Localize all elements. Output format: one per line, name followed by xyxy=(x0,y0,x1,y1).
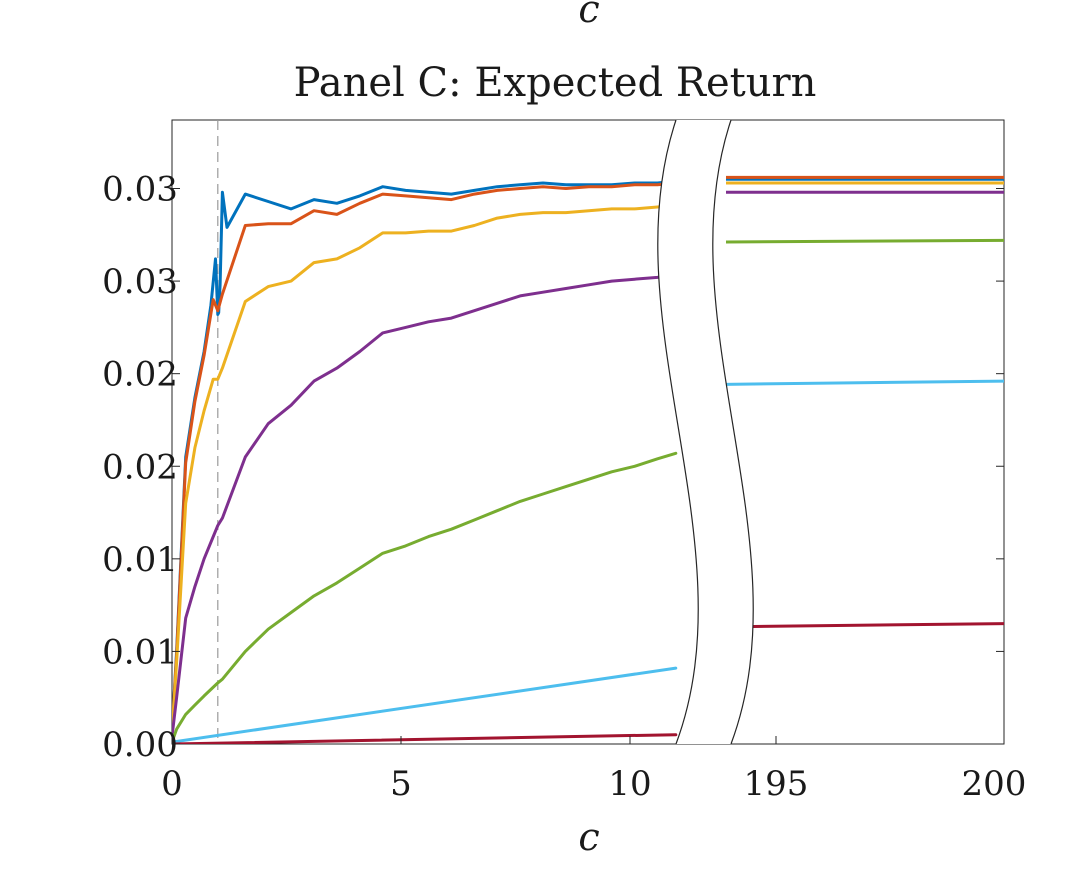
series-4-line-left xyxy=(172,272,678,739)
axis-break-edge-right xyxy=(712,119,754,745)
y-tick-label: 0.03 xyxy=(102,262,178,302)
x-tick-label-right-segment: 195 xyxy=(744,764,809,804)
x-tick-label: 0 xyxy=(161,764,183,804)
y-tick-label: 0.02 xyxy=(102,355,178,395)
series-7-line-left xyxy=(172,733,678,744)
series-2-line-left xyxy=(172,181,678,735)
series-6-line-right xyxy=(726,379,1004,386)
series-1-line-left xyxy=(172,179,678,735)
y-tick-label: 0.00 xyxy=(102,725,178,765)
chart-title: Panel C: Expected Return xyxy=(294,60,817,106)
x-tick-label-right-segment: 200 xyxy=(962,764,1027,804)
x-tick-label: 10 xyxy=(608,764,651,804)
y-tick-label: 0.01 xyxy=(102,540,178,580)
y-tick-label: 0.02 xyxy=(102,447,178,487)
x-ticks: 0 5 10 195 200 xyxy=(161,736,1026,804)
top-x-label: c xyxy=(578,0,599,31)
series-3-line-left xyxy=(172,203,678,737)
plot-frame xyxy=(171,119,1005,745)
series-5-line-left xyxy=(172,451,678,744)
y-ticks: 0.00 0.01 0.01 0.02 0.02 0.03 0.03 xyxy=(102,170,1004,765)
y-tick-label: 0.03 xyxy=(102,170,178,210)
axis-break-mask xyxy=(657,120,754,744)
series-5-line-right xyxy=(726,238,1004,244)
x-axis-label: c xyxy=(578,815,599,859)
series-left-segment xyxy=(172,179,678,744)
y-tick-label: 0.01 xyxy=(102,632,178,672)
series-right-segment xyxy=(726,175,1004,629)
axis-break-edge-left xyxy=(657,119,699,745)
series-6-line-left xyxy=(172,666,678,744)
x-tick-label: 5 xyxy=(390,764,412,804)
